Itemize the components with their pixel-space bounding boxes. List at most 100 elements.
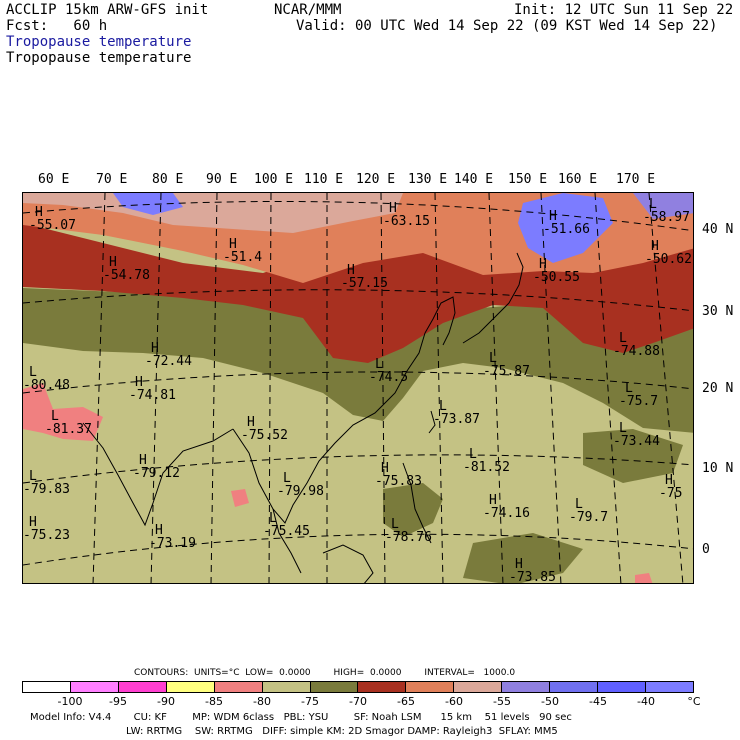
valid-time: Valid: 00 UTC Wed 14 Sep 22 (09 KST Wed … <box>296 18 718 34</box>
extremum-value: -75.7 <box>619 394 659 409</box>
high-marker: H <box>381 461 389 476</box>
extremum-value: -51.66 <box>543 222 590 237</box>
extremum-value: -63.15 <box>383 214 430 229</box>
low-marker: L <box>439 399 447 414</box>
model-info-line1: Model Info: V4.4 CU: KF MP: WDM 6class P… <box>30 712 572 723</box>
longitude-label: 80 E <box>152 172 184 187</box>
color-bar-bin <box>358 682 407 692</box>
extremum-value: -58.97 <box>643 210 690 225</box>
meridian-80e <box>150 193 162 583</box>
patch-salmon-laos <box>231 489 249 507</box>
high-marker: H <box>549 209 557 224</box>
longitude-label: 100 E <box>254 172 294 187</box>
low-marker: L <box>489 351 497 366</box>
extremum-value: -78.76 <box>385 530 432 545</box>
extremum-value: -74.81 <box>129 388 176 403</box>
parallel-10n <box>23 454 693 484</box>
color-bar-tick: -75 <box>301 695 319 708</box>
parallel-20n <box>23 371 693 394</box>
color-bar-tick: -95 <box>109 695 127 708</box>
color-bar-tick: -65 <box>397 695 415 708</box>
high-marker: H <box>135 375 143 390</box>
color-bar-tick: -100 <box>57 695 83 708</box>
extremum-value: -50.55 <box>533 270 580 285</box>
longitude-label: 70 E <box>96 172 128 187</box>
coast-philippines <box>402 462 432 544</box>
low-marker: L <box>375 357 383 372</box>
extremum-value: -79.7 <box>569 510 609 525</box>
meridian-130e <box>434 193 444 583</box>
color-bar-bin <box>502 682 551 692</box>
color-bar-tick: -40 <box>637 695 655 708</box>
tropopause-temperature-map: H -55.07 H -54.78 H -51.4 H -63.15 H -57.15 H -51.6… <box>22 192 694 584</box>
color-bar-bin <box>598 682 646 692</box>
latitude-label: 20 N <box>702 381 734 396</box>
longitude-label: 110 E <box>304 172 344 187</box>
extremum-value: -81.37 <box>45 422 92 437</box>
field-title: Tropopause temperature <box>6 50 192 66</box>
extremum-value: -75.83 <box>375 474 422 489</box>
color-bar-tick: -55 <box>493 695 511 708</box>
patch-olive-sea <box>383 483 443 537</box>
color-bar-bin <box>262 682 311 692</box>
high-marker: H <box>151 341 159 356</box>
map-field <box>23 193 693 583</box>
color-bar-tick: -45 <box>589 695 607 708</box>
color-bar-bin <box>118 682 167 692</box>
high-marker: H <box>515 557 523 572</box>
longitude-label: 140 E <box>454 172 494 187</box>
extremum-value: -73.19 <box>149 536 196 551</box>
meridian-100e <box>268 193 272 583</box>
meridian-70e <box>92 193 106 583</box>
init-time: Init: 12 UTC Sun 11 Sep 22 <box>514 2 734 18</box>
low-marker: L <box>283 471 291 486</box>
color-bar-tick: -60 <box>445 695 463 708</box>
band-pink <box>23 193 403 233</box>
model-info-line2: LW: RRTMG SW: RRTMG DIFF: simple KM: 2D … <box>126 726 558 737</box>
extremum-value: -55.07 <box>29 218 76 233</box>
extremum-value: -75.23 <box>23 528 70 543</box>
extremum-value: -73.87 <box>433 412 480 427</box>
high-marker: H <box>389 201 397 216</box>
latitude-label: 10 N <box>702 461 734 476</box>
meridian-120e <box>380 193 386 583</box>
high-marker: H <box>139 453 147 468</box>
high-marker: H <box>651 239 659 254</box>
contours-info: CONTOURS: UNITS=°C LOW= 0.0000 HIGH= 0.0… <box>134 668 516 678</box>
latitude-label: 0 <box>702 542 710 557</box>
longitude-label: 160 E <box>558 172 598 187</box>
low-marker: L <box>469 447 477 462</box>
coast-borneo <box>322 544 374 583</box>
low-marker: L <box>29 469 37 484</box>
patch-salmon-west <box>23 383 103 441</box>
high-marker: H <box>347 263 355 278</box>
extremum-value: -79.98 <box>277 484 324 499</box>
extremum-value: -74.88 <box>613 344 660 359</box>
low-marker: L <box>29 365 37 380</box>
latitude-label: 30 N <box>702 304 734 319</box>
low-marker: L <box>619 331 627 346</box>
low-marker: L <box>269 511 277 526</box>
high-marker: H <box>665 473 673 488</box>
band-violet-west <box>113 193 183 215</box>
color-bar-tick: -80 <box>253 695 271 708</box>
lat-lon-grid <box>23 193 693 583</box>
high-marker: H <box>29 515 37 530</box>
extremum-value: -51.4 <box>223 250 263 265</box>
longitude-label: 120 E <box>356 172 396 187</box>
color-bar-bin <box>406 682 455 692</box>
meridian-140e <box>488 193 504 583</box>
color-bar-bin <box>454 682 503 692</box>
high-marker: H <box>539 257 547 272</box>
longitude-label: 90 E <box>206 172 238 187</box>
coast-korea <box>424 296 456 346</box>
patch-salmon-south <box>635 573 653 583</box>
coast-malaysia <box>272 508 302 574</box>
extremum-value: -75.45 <box>263 524 310 539</box>
extremum-value: -50.62 <box>645 252 692 267</box>
extremum-value: -57.15 <box>341 276 388 291</box>
color-bar-bin <box>550 682 599 692</box>
color-bar-tick: -90 <box>157 695 175 708</box>
extremum-value: -72.44 <box>145 354 192 369</box>
parallel-40n <box>23 200 693 232</box>
